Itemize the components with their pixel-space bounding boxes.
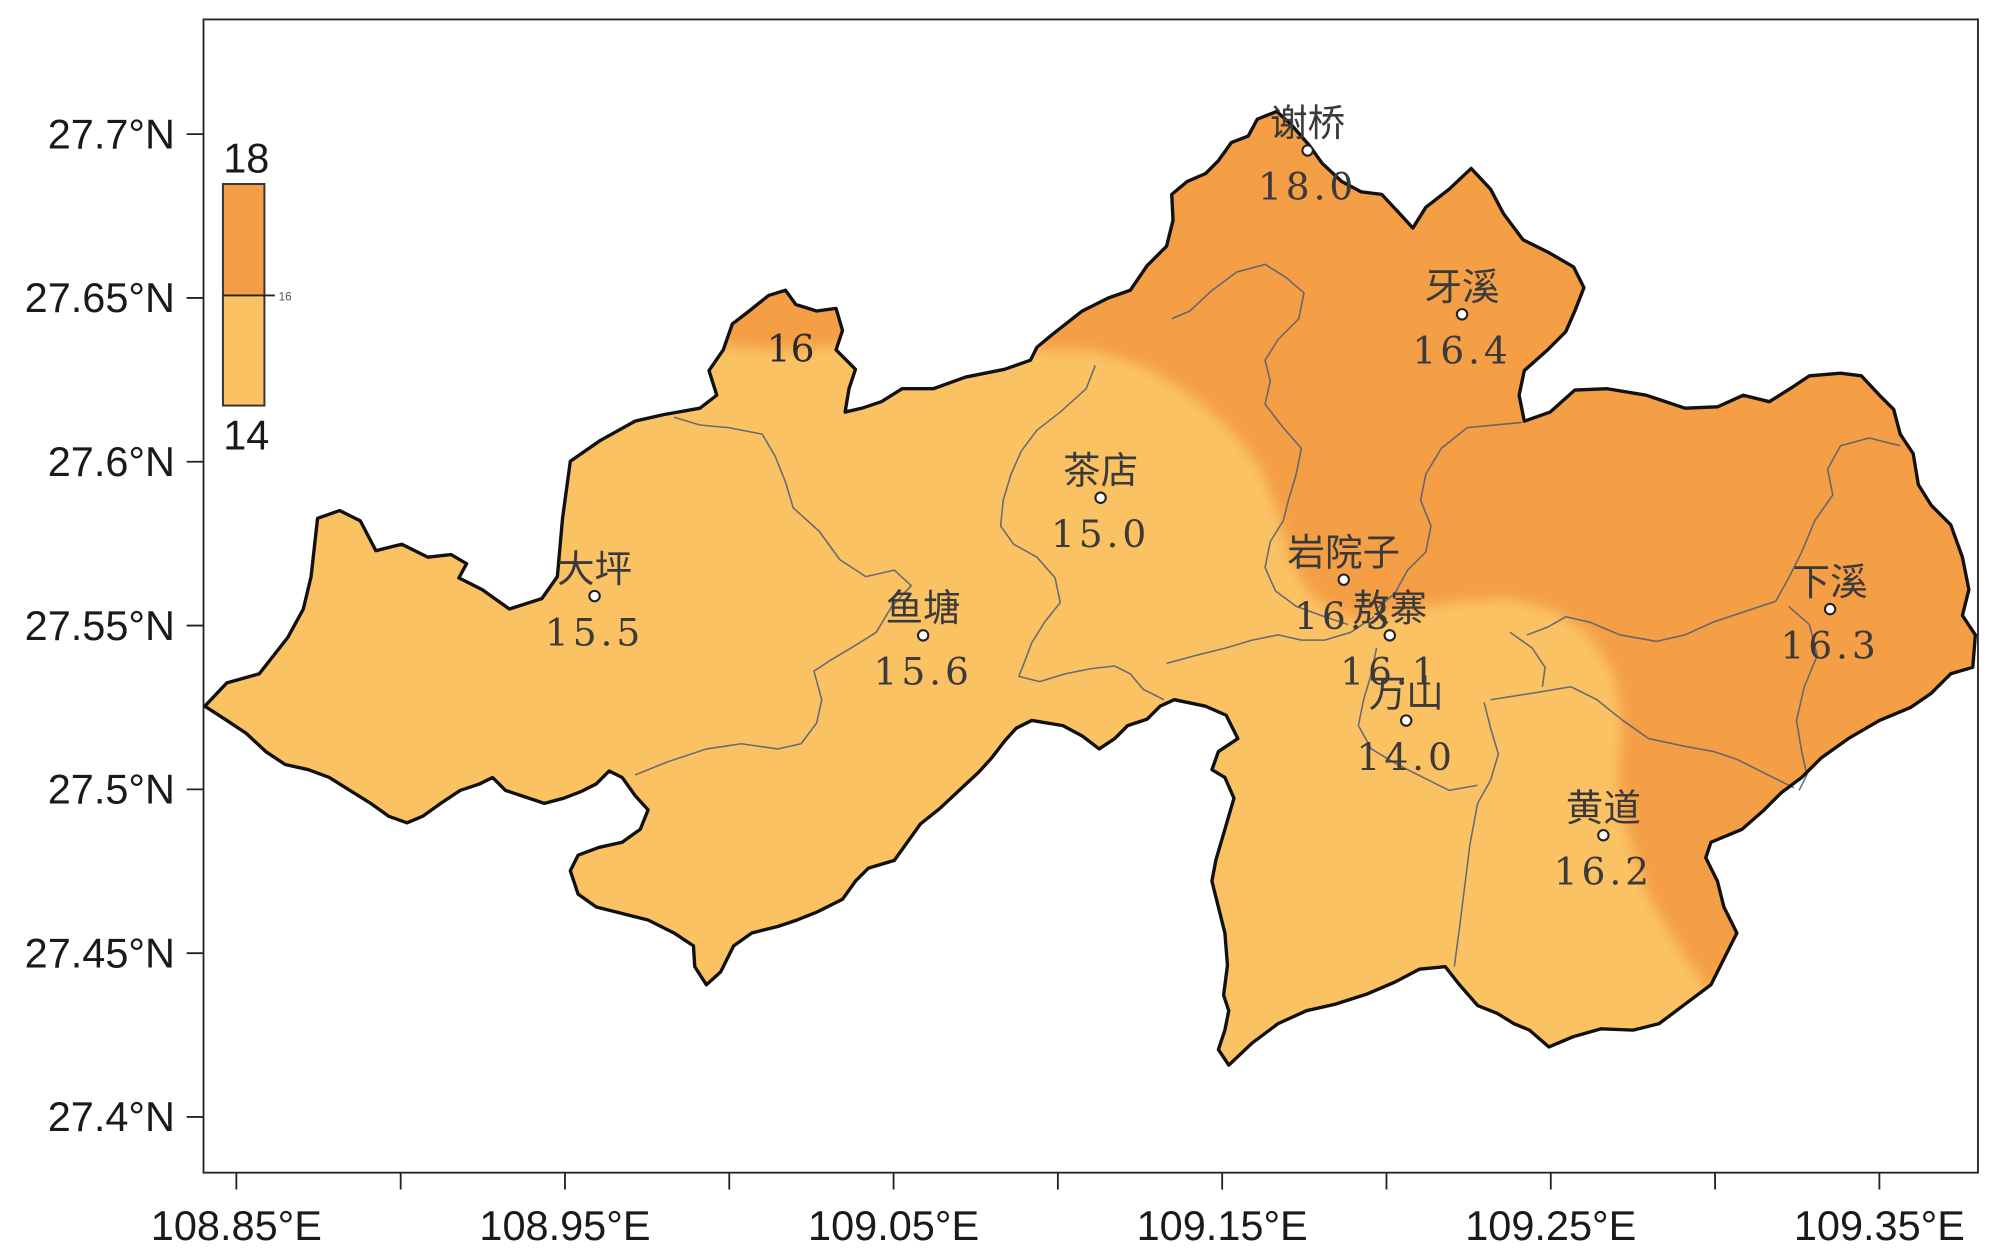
township-boundary-line [1453,702,1500,967]
station-name-label: 黄道 [1566,786,1641,830]
township-boundary-line [1357,647,1478,792]
station-value-label: 18.0 [1258,165,1357,209]
x-tick-label: 109.35°E [1794,1202,1965,1249]
station-marker [1383,629,1396,642]
contour-label: 16 [767,327,815,371]
station-name-label: 万山 [1369,671,1444,715]
x-tick-label: 109.15°E [1137,1202,1308,1249]
x-tick-label: 108.85°E [151,1202,322,1249]
station-value-label: 16.3 [1780,623,1879,667]
station-name-label: 下溪 [1793,560,1868,604]
station-name-label: 岩院子 [1287,530,1400,574]
station: 万山 14.0 [1357,671,1456,779]
station-marker [916,629,930,642]
legend-high-swatch [222,183,265,296]
station-marker [1337,573,1350,586]
legend-min-label: 14 [223,412,269,459]
station-marker [1399,714,1413,727]
station-value-label: 16.4 [1412,329,1511,373]
township-boundary-line [634,416,912,776]
legend-max-label: 18 [223,134,269,181]
station-name-label: 牙溪 [1424,265,1499,309]
x-tick-label: 108.95°E [479,1202,650,1249]
y-tick-label: 27.7°N [48,110,175,157]
station-value-label: 15.6 [874,650,973,694]
station: 黄道 16.2 [1554,786,1653,893]
township-boundary-line [1166,616,1375,665]
station-name-label: 大坪 [557,547,632,591]
township-boundary-line [999,365,1165,701]
station-marker [588,589,601,603]
station-value-label: 15.0 [1051,512,1150,556]
station: 下溪 16.3 [1780,560,1879,667]
station: 谢桥 18.0 [1258,101,1357,209]
y-tick-label: 27.6°N [48,438,175,485]
station-name-label: 谢桥 [1270,101,1345,145]
township-boundary-line [1171,263,1349,626]
axes: 27.7°N 27.65°N 27.6°N 27.55°N 27.5°N 27.45°N 2… [25,110,1965,1249]
plot-frame [202,18,1979,1174]
stations: 谢桥18.0牙溪16.4茶店15.0大坪15.5鱼塘15.6岩院子16.3敖寨1… [545,101,1879,893]
station-marker [1094,491,1107,504]
township-boundary-line [1509,631,1546,687]
station-marker [1597,828,1610,842]
station-value-label: 16.3 [1294,594,1393,638]
station-marker [1823,602,1837,616]
station-value-label: 16.1 [1340,650,1439,694]
station-marker [1455,308,1469,321]
y-tick-label: 27.55°N [25,602,175,649]
y-tick-label: 27.65°N [25,274,175,321]
station-name-label: 茶店 [1063,449,1138,493]
station: 茶店 15.0 [1051,449,1150,556]
color-legend: 18 16 14 [221,134,292,459]
station-value-label: 14.0 [1357,735,1456,779]
x-tick-label: 109.05°E [808,1202,979,1249]
station: 岩院子 16.3 [1287,530,1400,637]
station: 鱼塘 15.6 [874,586,973,694]
x-tick-label: 109.25°E [1465,1202,1636,1249]
station: 牙溪 16.4 [1412,265,1511,373]
station: 敖寨 16.1 [1340,586,1439,694]
station-name-label: 敖寨 [1352,586,1427,630]
station-marker [1301,144,1314,157]
legend-low-swatch [222,295,265,406]
station-name-label: 鱼塘 [886,586,961,630]
township-boundary-line [1526,437,1901,643]
y-tick-label: 27.5°N [48,766,175,813]
y-tick-label: 27.4°N [48,1093,175,1140]
township-boundary-line [1490,685,1795,789]
station-value-label: 16.2 [1554,849,1653,893]
legend-mid-label: 16 [279,291,292,304]
township-boundary-line [1376,421,1522,610]
y-tick-label: 27.45°N [25,929,175,976]
station: 大坪 15.5 [545,547,644,654]
station-value-label: 15.5 [545,610,644,654]
